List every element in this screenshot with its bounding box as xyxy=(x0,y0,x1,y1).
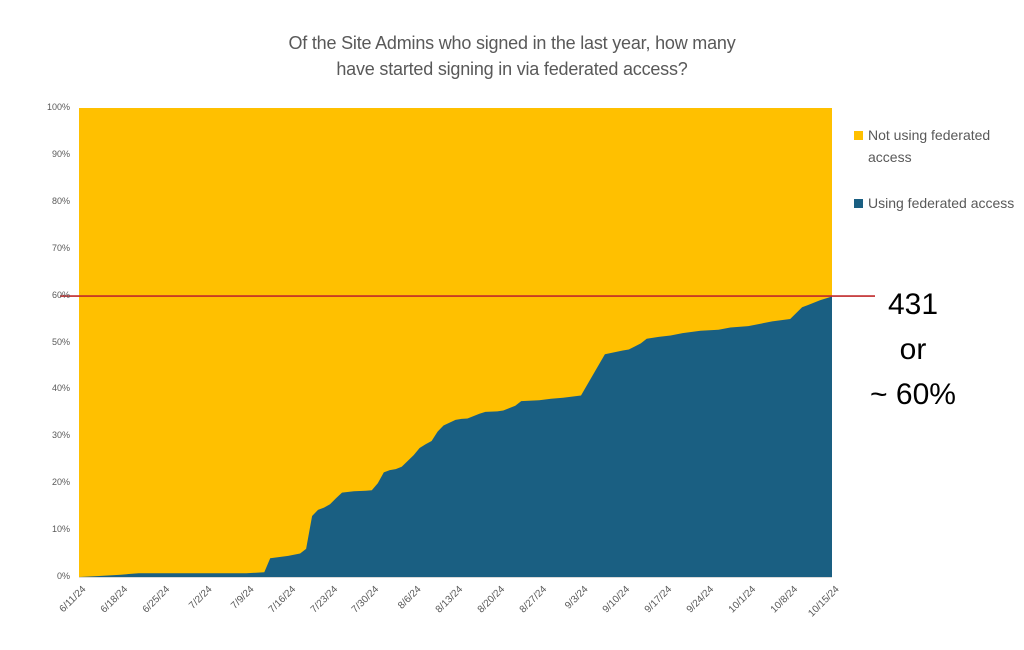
chart-title-line-1: Of the Site Admins who signed in the las… xyxy=(288,33,736,53)
legend-item-using: Using federated access xyxy=(854,192,1018,214)
callout-annotation: 431 or ~ 60% xyxy=(858,282,968,417)
y-tick-label: 10% xyxy=(51,524,70,535)
y-tick-label: 70% xyxy=(51,242,70,253)
legend-label-not-using: Not using federated access xyxy=(868,127,991,165)
legend-swatch-yellow-icon xyxy=(854,131,863,140)
legend: Not using federated access Using federat… xyxy=(854,124,1018,214)
y-tick-label: 0% xyxy=(56,571,70,581)
callout-percent: ~ 60% xyxy=(870,378,956,411)
y-tick-label: 50% xyxy=(51,336,70,347)
y-tick-label: 80% xyxy=(51,195,70,206)
legend-swatch-blue-icon xyxy=(854,199,863,208)
y-tick-label: 100% xyxy=(46,102,70,112)
legend-label-using: Using federated access xyxy=(868,195,1015,211)
using-federated-area xyxy=(79,296,832,577)
callout-or: or xyxy=(899,333,927,366)
y-tick-label: 90% xyxy=(51,148,70,159)
chart-title-line-2: have started signing in via federated ac… xyxy=(336,59,688,79)
y-tick-label: 60% xyxy=(51,289,70,300)
y-tick-label: 20% xyxy=(51,477,70,488)
y-tick-label: 40% xyxy=(51,383,70,394)
chart-title: Of the Site Admins who signed in the las… xyxy=(0,30,1024,82)
legend-item-not-using: Not using federated access xyxy=(854,124,1018,168)
callout-count: 431 xyxy=(887,288,939,321)
y-tick-label: 30% xyxy=(51,430,70,441)
